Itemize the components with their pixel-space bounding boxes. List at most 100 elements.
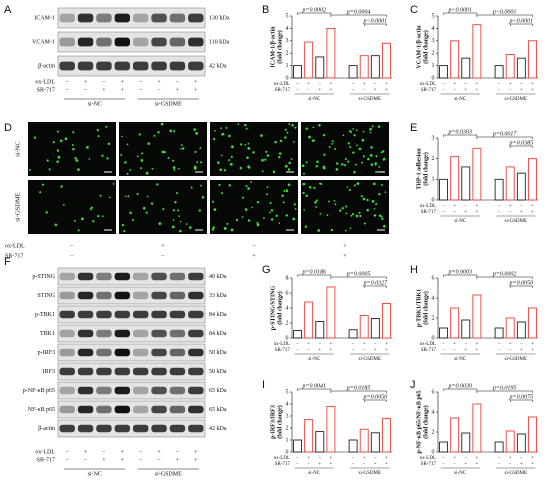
cell	[195, 132, 198, 135]
blot-size: 50 kDa	[209, 369, 227, 375]
condition-sign: +	[307, 456, 310, 461]
y-tick-label: 2	[432, 51, 435, 57]
cell	[158, 222, 162, 226]
condition-sign: −	[498, 348, 501, 353]
cell	[214, 129, 216, 132]
cell	[140, 159, 144, 162]
condition-sign: −	[65, 457, 69, 463]
condition-sign: +	[194, 87, 198, 93]
blot-band	[114, 348, 131, 357]
cell	[213, 137, 216, 141]
cell	[354, 163, 357, 166]
condition-sign: −	[509, 210, 512, 215]
cell	[344, 229, 347, 232]
cell	[274, 140, 277, 144]
condition-sign: −	[70, 243, 74, 249]
cell	[73, 219, 76, 222]
p-value: p=0.0017	[492, 131, 518, 137]
condition-sign: −	[84, 457, 88, 463]
condition-sign: +	[475, 210, 478, 215]
p-value: p=0.0385	[509, 140, 534, 146]
cell	[352, 128, 355, 130]
condition-sign: +	[509, 342, 512, 347]
bar	[381, 303, 391, 339]
significance-bracket	[363, 399, 387, 402]
cell	[88, 158, 91, 160]
panel-label: A	[4, 4, 12, 16]
blot-strip	[57, 267, 206, 286]
bar	[527, 416, 537, 453]
blot-band	[132, 310, 149, 319]
cell	[341, 163, 344, 166]
cell	[281, 194, 284, 197]
condition-sign: +	[385, 348, 388, 353]
significance-bracket	[443, 388, 478, 391]
cell	[378, 165, 381, 168]
condition-sign: +	[374, 88, 377, 93]
blot-size: 84 kDa	[209, 331, 227, 337]
cell	[377, 125, 381, 128]
condition-sign: −	[352, 456, 355, 461]
cell	[171, 225, 175, 229]
bar	[439, 441, 449, 453]
cell	[219, 168, 223, 172]
cell	[381, 217, 384, 220]
condition-label: ox-LDL	[274, 456, 290, 461]
cell	[172, 159, 175, 162]
micrograph	[28, 180, 116, 234]
condition-sign: −	[65, 449, 69, 455]
bar	[450, 417, 460, 453]
blot-strip	[57, 343, 206, 362]
blot-band	[59, 37, 75, 47]
condition-sign: −	[498, 204, 501, 209]
panel-label: C	[410, 4, 418, 16]
cell	[358, 147, 362, 151]
cell	[129, 211, 132, 215]
cell	[157, 131, 160, 134]
significance-bracket	[297, 12, 332, 15]
blot-band	[77, 291, 94, 300]
cell	[284, 164, 288, 168]
cell	[169, 129, 173, 133]
cell	[256, 221, 259, 225]
panel-label: H	[410, 264, 418, 276]
blot-band	[59, 348, 75, 357]
condition-sign: +	[176, 87, 180, 93]
blot-label: β-actin	[38, 426, 55, 432]
cell	[327, 200, 330, 203]
cell	[225, 126, 228, 129]
cell	[261, 158, 264, 162]
condition-sign: +	[252, 253, 256, 259]
cell	[293, 141, 295, 143]
condition-sign: +	[121, 87, 125, 93]
condition-sign: −	[65, 79, 69, 85]
cell	[247, 142, 250, 145]
cell	[266, 193, 268, 196]
blot-band	[151, 310, 167, 319]
cell	[346, 186, 349, 188]
bar	[472, 294, 482, 339]
blot-band	[77, 348, 94, 357]
condition-sign: +	[509, 456, 512, 461]
cell	[284, 128, 287, 131]
blot-band	[151, 367, 167, 376]
condition-sign: +	[453, 456, 456, 461]
blot-band	[96, 272, 112, 281]
y-tick-label: 2	[432, 429, 435, 435]
y-axis-label: VCAM-1/β-actin	[416, 25, 422, 69]
condition-sign: −	[296, 342, 299, 347]
cell	[131, 219, 134, 221]
condition-sign: +	[374, 462, 377, 467]
cell	[362, 155, 366, 158]
y-tick-label: 5	[286, 13, 289, 19]
blot-band	[132, 272, 149, 281]
cell	[54, 223, 58, 227]
blot-band	[169, 348, 186, 357]
p-value: p=0.0002	[492, 271, 517, 277]
condition-label: SR-717	[421, 462, 437, 467]
row-label: si-NC	[14, 141, 21, 157]
y-tick-label: 1	[286, 437, 289, 443]
condition-sign: −	[65, 87, 69, 93]
blot-band	[169, 386, 186, 395]
cell	[283, 190, 286, 192]
